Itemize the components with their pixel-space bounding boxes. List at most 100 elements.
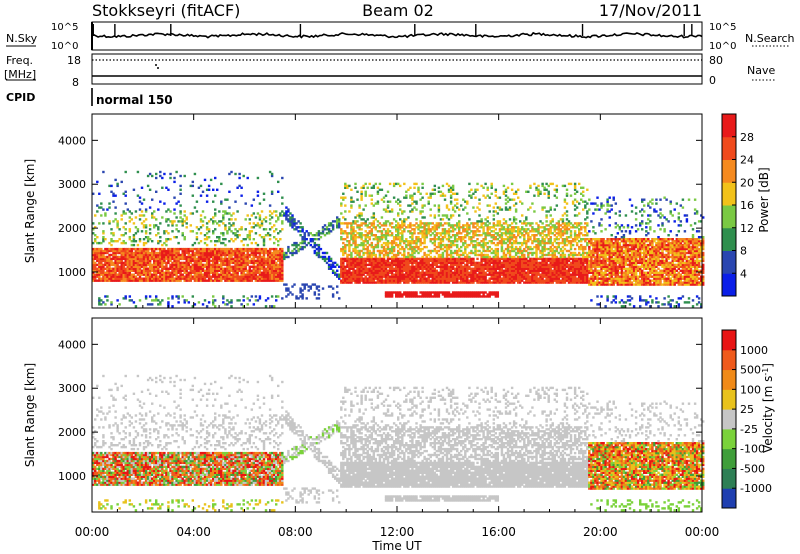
power-cell [488, 277, 491, 280]
power-cell [437, 232, 441, 235]
power-cell [425, 291, 428, 294]
power-cell [364, 275, 367, 278]
power-cell [96, 269, 99, 272]
power-cell [124, 249, 127, 253]
power-cell [203, 259, 207, 263]
power-cell [407, 240, 410, 243]
power-cell [356, 271, 359, 274]
power-cell [175, 263, 178, 267]
power-cell [238, 249, 241, 253]
power-cell [336, 285, 339, 288]
power-cell [128, 261, 132, 265]
power-cell [392, 196, 396, 199]
power-cell [268, 267, 272, 270]
power-cell [151, 249, 154, 253]
power-cell [122, 240, 125, 243]
power-cell [482, 293, 485, 296]
power-cell [331, 220, 335, 223]
power-cell [474, 269, 477, 272]
power-cell [490, 230, 493, 233]
power-cell [281, 271, 284, 274]
power-cell [173, 277, 176, 280]
power-cell [232, 232, 235, 235]
power-cell [364, 247, 367, 251]
power-cell [134, 279, 138, 282]
power-cell [390, 222, 394, 225]
power-cell [163, 259, 166, 263]
power-cell [464, 200, 467, 203]
power-cell [92, 255, 95, 259]
power-cell [148, 238, 152, 241]
power-cell [169, 238, 172, 241]
power-cell [146, 236, 150, 239]
power-cell [360, 190, 363, 193]
power-cell [230, 238, 233, 241]
power-cell [362, 271, 365, 274]
power-cell [449, 255, 453, 259]
power-cell [279, 238, 282, 241]
power-cell [114, 273, 117, 276]
power-cell [319, 255, 323, 259]
power-cell [427, 291, 430, 294]
power-cell [435, 279, 439, 282]
power-cell [458, 253, 461, 257]
power-cell [260, 222, 264, 225]
power-cell [458, 226, 461, 229]
power-cell [220, 265, 223, 268]
power-cell [199, 220, 203, 223]
power-cell [451, 291, 455, 294]
power-cell [405, 259, 408, 263]
power-cell [378, 267, 382, 270]
power-cell [451, 271, 455, 274]
power-cell [384, 234, 388, 237]
power-cell [161, 299, 164, 302]
power-cell [246, 261, 249, 265]
power-cell [386, 247, 390, 251]
power-cell [445, 238, 449, 241]
power-cell [102, 301, 105, 304]
power-cell [496, 212, 500, 215]
power-cell [273, 210, 276, 213]
power-cell [212, 269, 215, 272]
power-cell [362, 261, 365, 265]
power-cell [478, 267, 481, 270]
power-cell [407, 216, 410, 219]
power-cell [212, 222, 215, 225]
power-cell [209, 218, 213, 221]
power-cell [519, 251, 522, 255]
power-cell [449, 253, 453, 257]
power-cell [104, 275, 107, 278]
power-cell [521, 265, 524, 268]
power-cell [240, 249, 243, 253]
power-cell [460, 232, 463, 235]
power-cell [492, 275, 496, 278]
power-cell [163, 265, 166, 268]
power-cell [218, 267, 221, 270]
power-cell [437, 249, 441, 253]
power-cell [181, 224, 184, 227]
power-cell [118, 261, 121, 265]
power-cell [110, 253, 113, 257]
power-cell [256, 224, 260, 227]
power-cell [112, 255, 115, 259]
power-cell [346, 261, 349, 265]
power-cell [108, 269, 111, 272]
power-cell [268, 269, 272, 272]
power-cell [207, 249, 211, 253]
power-cell [380, 224, 384, 227]
power-cell [262, 249, 266, 253]
power-cell [449, 190, 453, 193]
power-cell [258, 297, 262, 300]
power-cell [114, 257, 117, 261]
power-cell [447, 238, 451, 241]
power-cell [405, 245, 408, 249]
power-cell [399, 295, 402, 298]
power-cell [411, 240, 414, 243]
power-cell [321, 251, 325, 255]
power-cell [110, 190, 113, 193]
power-cell [207, 253, 211, 257]
power-cell [161, 261, 164, 265]
power-cell [362, 259, 365, 263]
power-cell [252, 249, 256, 253]
power-cell [431, 265, 435, 268]
